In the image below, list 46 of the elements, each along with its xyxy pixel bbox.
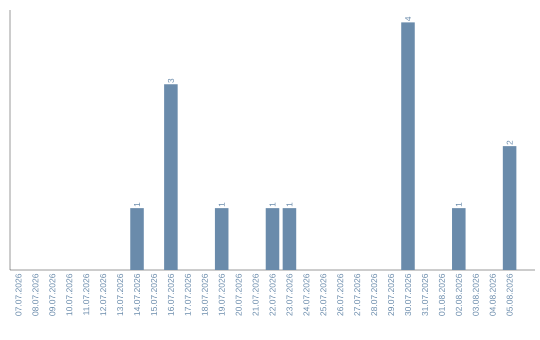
x-tick-label: 24.07.2026 xyxy=(303,274,310,316)
x-tick-label: 09.07.2026 xyxy=(49,274,56,316)
data-label: 3 xyxy=(168,78,174,83)
x-tick-label: 03.08.2026 xyxy=(472,274,479,316)
x-tick-label: 16.07.2026 xyxy=(168,274,174,316)
data-label: 1 xyxy=(456,202,462,206)
x-tick-label: 28.07.2026 xyxy=(371,274,378,316)
x-tick-label: 31.07.2026 xyxy=(422,274,428,316)
data-label: 1 xyxy=(270,202,276,206)
x-tick-label: 19.07.2026 xyxy=(218,274,225,316)
x-tick-label: 18.07.2026 xyxy=(202,274,208,316)
x-tick-label: 01.08.2026 xyxy=(438,274,445,316)
x-tick-label: 05.08.2026 xyxy=(506,274,513,316)
x-tick-label: 14.07.2026 xyxy=(134,274,140,316)
x-tick-label: 23.07.2026 xyxy=(286,274,292,316)
bar xyxy=(452,208,466,270)
data-label: 1 xyxy=(134,202,140,206)
bar xyxy=(164,84,178,270)
x-tick-label: 12.07.2026 xyxy=(100,274,106,316)
x-tick-label: 02.08.2026 xyxy=(456,274,462,316)
x-tick-label: 13.07.2026 xyxy=(117,274,124,316)
x-tick-label: 29.07.2026 xyxy=(388,274,394,316)
x-tick-label: 25.07.2026 xyxy=(320,274,326,316)
data-label: 2 xyxy=(506,140,513,145)
x-tick-label: 27.07.2026 xyxy=(354,274,360,316)
bar xyxy=(266,208,280,270)
bar xyxy=(401,22,415,270)
x-tick-label: 22.07.2026 xyxy=(270,274,276,316)
bar xyxy=(282,208,296,270)
x-tick-label: 17.07.2026 xyxy=(184,274,191,316)
x-tick-label: 20.07.2026 xyxy=(236,274,242,316)
x-tick-label: 26.07.2026 xyxy=(337,274,344,316)
data-label: 1 xyxy=(218,202,225,206)
bar xyxy=(502,146,516,270)
x-tick-label: 08.07.2026 xyxy=(32,274,38,316)
bar xyxy=(130,208,144,270)
x-tick-label: 10.07.2026 xyxy=(66,274,72,316)
x-tick-label: 30.07.2026 xyxy=(404,274,411,316)
data-label: 1 xyxy=(286,202,292,206)
x-tick-label: 15.07.2026 xyxy=(150,274,157,316)
x-tick-label: 21.07.2026 xyxy=(252,274,259,316)
x-tick-label: 07.07.2026 xyxy=(15,274,22,316)
x-tick-label: 11.07.2026 xyxy=(83,274,90,315)
data-label: 4 xyxy=(405,16,411,21)
bar xyxy=(214,208,228,270)
x-tick-label: 04.08.2026 xyxy=(490,274,496,316)
